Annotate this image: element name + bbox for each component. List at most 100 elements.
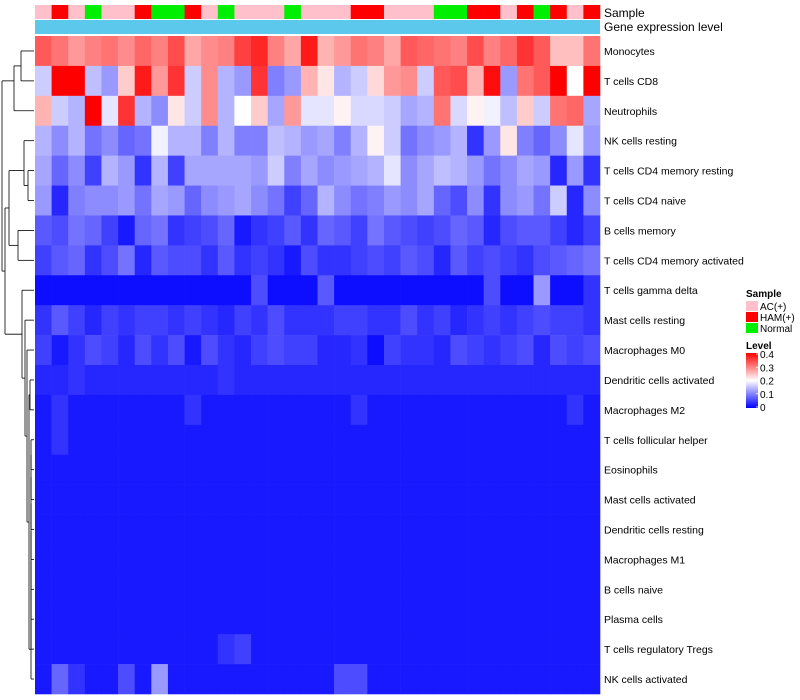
heatmap-cell bbox=[35, 604, 52, 635]
heatmap-cell bbox=[533, 185, 551, 216]
heatmap-cell bbox=[500, 454, 518, 485]
heatmap-cell bbox=[317, 245, 335, 276]
heatmap-cell bbox=[516, 484, 534, 515]
heatmap-cell bbox=[68, 335, 86, 366]
heatmap-cell bbox=[167, 634, 185, 665]
heatmap-cell bbox=[467, 125, 484, 156]
heatmap-cell bbox=[400, 185, 418, 216]
level-color-bar bbox=[746, 353, 758, 408]
row-label: T cells CD4 memory activated bbox=[604, 255, 744, 267]
heatmap-cell bbox=[201, 514, 219, 545]
heatmap-cell bbox=[118, 484, 136, 515]
heatmap-cell bbox=[334, 544, 352, 575]
heatmap-cell bbox=[234, 454, 252, 485]
heatmap-cell bbox=[450, 365, 468, 396]
row-label: B cells memory bbox=[604, 225, 677, 237]
heatmap-cell bbox=[516, 514, 534, 545]
heatmap-cell bbox=[533, 664, 551, 695]
heatmap-cell bbox=[516, 365, 534, 396]
heatmap-cell bbox=[367, 245, 385, 276]
heatmap-cell bbox=[383, 484, 401, 515]
heatmap-cell bbox=[367, 604, 385, 635]
heatmap-cell bbox=[151, 125, 169, 156]
row-label: Macrophages M2 bbox=[604, 405, 685, 417]
row-label: NK cells activated bbox=[604, 674, 688, 686]
heatmap-cell bbox=[566, 215, 584, 246]
heatmap-cell bbox=[284, 65, 302, 97]
heatmap-cell bbox=[417, 335, 435, 366]
heatmap-cell bbox=[516, 574, 534, 605]
row-label: Macrophages M1 bbox=[604, 554, 685, 566]
heatmap-cell bbox=[383, 245, 401, 276]
heatmap-cell bbox=[151, 574, 169, 605]
heatmap-cell bbox=[334, 245, 352, 276]
heatmap-cell bbox=[234, 185, 252, 216]
heatmap-cell bbox=[300, 365, 318, 396]
heatmap-cell bbox=[101, 305, 119, 336]
heatmap-cell bbox=[433, 275, 451, 306]
heatmap-cell bbox=[35, 424, 52, 456]
heatmap-cell bbox=[68, 634, 86, 665]
heatmap-cell bbox=[217, 604, 235, 635]
heatmap-cell bbox=[251, 36, 268, 67]
heatmap-cell bbox=[334, 95, 352, 127]
heatmap-cell bbox=[184, 125, 202, 156]
heatmap-cell bbox=[51, 65, 69, 97]
heatmap-cell bbox=[450, 125, 468, 156]
heatmap-cell bbox=[101, 424, 119, 456]
heatmap-cell bbox=[383, 215, 401, 246]
heatmap-cell bbox=[516, 125, 534, 156]
heatmap-cell bbox=[583, 95, 601, 127]
heatmap-cell bbox=[184, 394, 202, 426]
heatmap-cell bbox=[583, 544, 601, 575]
heatmap-cell bbox=[533, 95, 551, 127]
heatmap-cell bbox=[118, 514, 136, 545]
heatmap-cell bbox=[251, 275, 268, 306]
heatmap-cell bbox=[84, 514, 102, 545]
heatmap-cell bbox=[217, 215, 235, 246]
heatmap-cell bbox=[383, 335, 401, 366]
heatmap-cell bbox=[51, 305, 69, 336]
heatmap-cell bbox=[101, 245, 119, 276]
heatmap-cell bbox=[134, 275, 152, 306]
heatmap-cell bbox=[467, 454, 484, 485]
heatmap-cell bbox=[500, 514, 518, 545]
heatmap-cell bbox=[367, 185, 385, 216]
heatmap-cell bbox=[383, 185, 401, 216]
heatmap-cell bbox=[500, 424, 518, 456]
heatmap-cell bbox=[267, 95, 285, 127]
heatmap-cell bbox=[400, 305, 418, 336]
heatmap-cell bbox=[566, 544, 584, 575]
heatmap-cell bbox=[367, 125, 385, 156]
heatmap-cell bbox=[566, 125, 584, 156]
heatmap-cell bbox=[566, 604, 584, 635]
heatmap-cell bbox=[550, 484, 568, 515]
heatmap-cell bbox=[51, 544, 69, 575]
heatmap-cell bbox=[583, 634, 601, 665]
heatmap-cell bbox=[467, 484, 484, 515]
heatmap-cell bbox=[84, 335, 102, 366]
heatmap-cell bbox=[450, 36, 468, 67]
heatmap-cell bbox=[417, 215, 435, 246]
heatmap-cell bbox=[533, 484, 551, 515]
heatmap-cell bbox=[533, 215, 551, 246]
heatmap-cell bbox=[433, 125, 451, 156]
heatmap-cell bbox=[533, 125, 551, 156]
heatmap-cell bbox=[483, 185, 501, 216]
heatmap-cell bbox=[184, 95, 202, 127]
heatmap-cell bbox=[84, 365, 102, 396]
heatmap-cell bbox=[334, 335, 352, 366]
heatmap-cell bbox=[516, 155, 534, 186]
heatmap-cell bbox=[201, 664, 219, 695]
heatmap-cell bbox=[251, 574, 268, 605]
heatmap-cell bbox=[367, 394, 385, 426]
heatmap-cell bbox=[284, 215, 302, 246]
heatmap-cell bbox=[84, 305, 102, 336]
heatmap-cell bbox=[334, 365, 352, 396]
heatmap-cell bbox=[417, 65, 435, 97]
sample-cell bbox=[450, 5, 468, 19]
heatmap-cell bbox=[334, 664, 352, 695]
heatmap-cell bbox=[68, 125, 86, 156]
heatmap-cell bbox=[566, 424, 584, 456]
heatmap-cell bbox=[134, 185, 152, 216]
